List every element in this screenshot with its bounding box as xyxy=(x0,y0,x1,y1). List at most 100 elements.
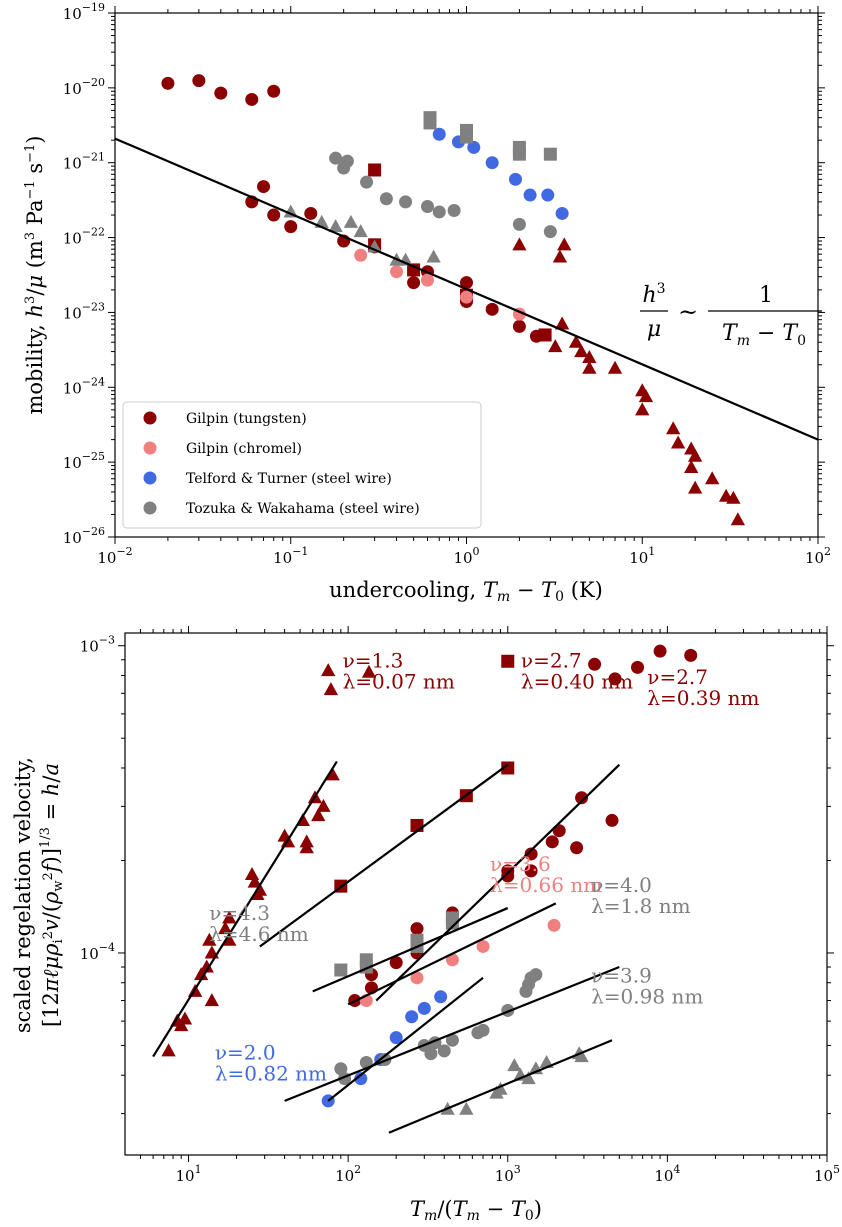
data-point xyxy=(545,835,559,849)
data-point xyxy=(244,867,260,881)
formula-lhs-denominator: μ xyxy=(647,317,661,342)
data-point xyxy=(524,847,538,861)
data-point xyxy=(555,206,569,220)
x-tick-label: 10−1 xyxy=(273,545,308,567)
x-tick-label: 100 xyxy=(453,545,479,567)
data-point xyxy=(512,319,526,333)
data-point xyxy=(410,971,424,985)
data-point xyxy=(459,1101,474,1115)
fit-line xyxy=(327,976,484,1102)
fit-label-lambda: λ=1.8 nm xyxy=(591,894,690,918)
y-tick-label: 10−19 xyxy=(63,1,105,23)
data-point xyxy=(631,660,645,674)
data-point xyxy=(174,1018,189,1032)
fit-label-lambda: λ=0.98 nm xyxy=(591,985,703,1009)
x-tick-label: 104 xyxy=(654,1163,680,1185)
data-point xyxy=(467,140,481,154)
data-point xyxy=(635,402,650,416)
data-point xyxy=(328,219,343,233)
data-point xyxy=(410,922,424,936)
data-point xyxy=(552,249,568,263)
fit-label-nu: ν=3.6 xyxy=(490,852,551,876)
legend: Gilpin (tungsten) Gilpin (chromel) Telford… xyxy=(122,401,482,529)
top-chart-frame xyxy=(114,12,819,538)
data-point xyxy=(608,672,622,686)
top-x-axis-label: undercooling, Tm − T0 (K) xyxy=(329,578,603,605)
legend-marker xyxy=(143,471,157,485)
data-point xyxy=(426,249,441,263)
data-point xyxy=(316,798,331,812)
data-point xyxy=(214,86,228,100)
data-point xyxy=(199,959,214,973)
fit-label-nu: ν=4.0 xyxy=(591,873,652,897)
fit-line xyxy=(114,137,819,441)
data-point xyxy=(582,360,597,374)
data-point xyxy=(684,459,699,473)
data-point xyxy=(501,654,515,668)
data-point xyxy=(177,1011,193,1025)
data-point xyxy=(726,490,741,504)
y-tick-label: 10−24 xyxy=(63,375,105,397)
fit-label-lambda: λ=0.40 nm xyxy=(521,669,633,693)
data-point xyxy=(329,151,343,165)
fit-labels: ν=1.3λ=0.07 nmν=2.7λ=0.40 nm ν=2.7λ=0.39 … xyxy=(209,648,759,1085)
data-point xyxy=(379,192,393,206)
data-point xyxy=(361,664,377,678)
data-point xyxy=(323,682,339,696)
data-point xyxy=(523,188,537,202)
data-point xyxy=(705,471,720,485)
data-point xyxy=(666,421,681,435)
data-point xyxy=(304,206,318,220)
data-point xyxy=(334,963,348,977)
data-point xyxy=(424,1047,438,1061)
data-point xyxy=(202,932,217,946)
data-point xyxy=(445,953,459,967)
legend-label: Telford & Turner (steel wire) xyxy=(186,471,392,487)
data-point xyxy=(389,1031,403,1045)
bottom-y-axis-label-line2: [12πℓμρi2v/(ρw2f)]1/3 = h/a xyxy=(38,763,66,1027)
data-point xyxy=(568,334,584,348)
x-tick-label: 10−2 xyxy=(97,545,132,567)
legend-marker xyxy=(143,441,157,455)
data-point xyxy=(508,172,522,186)
data-point xyxy=(432,205,446,219)
data-point xyxy=(554,316,570,330)
data-point xyxy=(194,967,209,981)
data-point xyxy=(353,224,368,238)
data-point xyxy=(548,339,563,353)
data-point xyxy=(529,968,543,982)
data-point xyxy=(557,237,572,251)
data-point xyxy=(730,512,746,526)
fit-line xyxy=(152,760,338,1058)
data-point xyxy=(337,161,351,175)
bottom-chart: 101 102 103 104 105 10−4 10−3 Tm/(Tm − T0) sca… xyxy=(11,626,840,1224)
top-chart: 10−2 10−1 100 101 102 10−26 10−25 10−24 10−23 10−… xyxy=(23,1,831,605)
data-point xyxy=(460,130,473,144)
fit-label-lambda: λ=0.39 nm xyxy=(647,686,759,710)
data-point xyxy=(460,290,473,304)
data-point xyxy=(538,328,552,342)
data-point xyxy=(447,203,461,217)
top-chart-marks xyxy=(114,74,819,526)
fit-line xyxy=(312,907,509,993)
bottom-x-axis-label: Tm/(Tm − T0) xyxy=(410,1197,542,1224)
fit-label-nu: ν=4.3 xyxy=(209,901,270,925)
data-point xyxy=(543,225,557,239)
fit-label-lambda: λ=0.07 nm xyxy=(343,669,455,693)
data-point xyxy=(343,214,359,228)
y-tick-label: 10−4 xyxy=(80,941,115,963)
data-point xyxy=(161,76,175,90)
data-point xyxy=(445,911,459,925)
data-point xyxy=(359,953,373,967)
data-point xyxy=(512,147,526,161)
data-point xyxy=(485,156,499,170)
data-point xyxy=(245,92,259,106)
data-point xyxy=(267,84,281,98)
data-point xyxy=(407,276,421,290)
data-point xyxy=(524,864,538,878)
data-point xyxy=(493,1081,508,1095)
x-tick-label: 102 xyxy=(335,1163,361,1185)
y-tick-label: 10−21 xyxy=(63,151,105,173)
data-point xyxy=(574,344,589,358)
